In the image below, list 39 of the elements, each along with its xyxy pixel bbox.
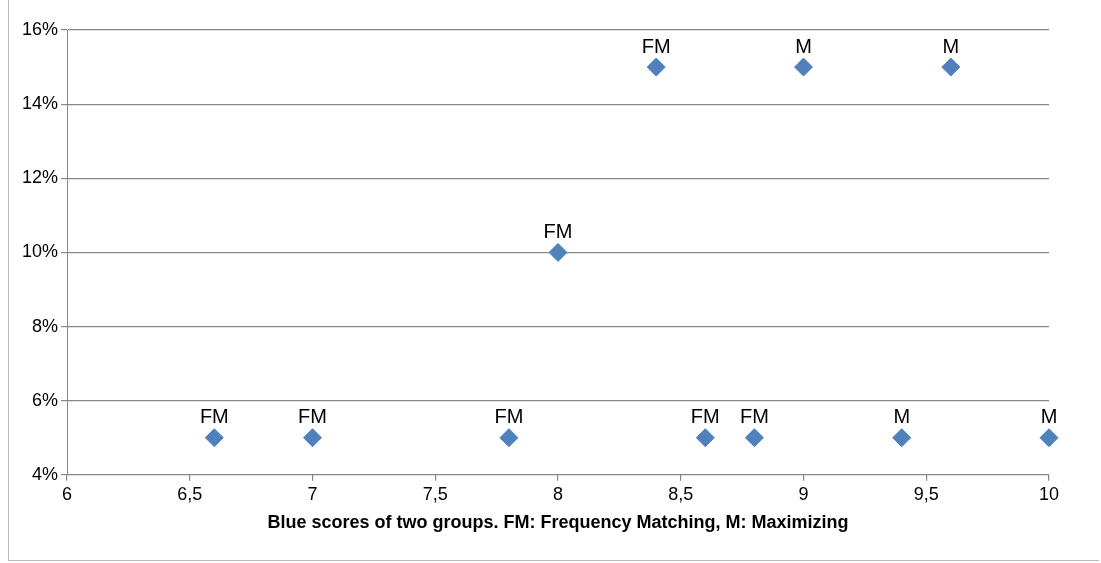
- annotation: FM: [199, 405, 229, 428]
- point: [892, 428, 912, 448]
- annotation: FM: [298, 405, 327, 428]
- y-tick-label: 14%: [22, 93, 59, 114]
- y-tick-label: 8%: [32, 315, 59, 336]
- annotation: FM: [739, 405, 769, 428]
- annotation: M: [1040, 405, 1058, 428]
- x-tick-label: 7,5: [422, 483, 448, 504]
- y-tick-label: 16%: [22, 18, 59, 39]
- annotation: M: [942, 34, 960, 57]
- annotation: FM: [690, 405, 720, 428]
- x-tick-label: 6,5: [177, 483, 203, 504]
- annotation: FM: [494, 405, 524, 428]
- point: [303, 428, 323, 448]
- y-tick-label: 12%: [22, 167, 59, 188]
- point: [941, 57, 961, 77]
- point: [794, 57, 814, 77]
- x-tick-label: 7: [307, 483, 318, 504]
- x-tick-label: 9,5: [913, 483, 939, 504]
- point: [204, 428, 224, 448]
- x-tick-label: 6: [62, 483, 73, 504]
- x-axis-title: Blue scores of two groups. FM: Frequency Matching, M: Maximizing: [267, 512, 849, 533]
- annotation: FM: [641, 34, 671, 57]
- point: [695, 428, 715, 448]
- y-tick-label: 4%: [32, 463, 59, 484]
- y-tick-label: 10%: [22, 241, 59, 262]
- x-tick-label: 10: [1038, 483, 1060, 504]
- point: [548, 242, 568, 262]
- annotation: M: [795, 34, 812, 57]
- point: [499, 428, 519, 448]
- y-tick-label: 6%: [32, 389, 59, 410]
- point: [1039, 428, 1059, 448]
- point: [646, 57, 666, 77]
- point: [744, 428, 764, 448]
- x-tick-label: 9: [798, 483, 809, 504]
- x-tick-label: 8: [553, 483, 564, 504]
- x-tick-label: 8,5: [668, 483, 694, 504]
- annotation: M: [893, 405, 911, 428]
- annotation: FM: [543, 219, 573, 242]
